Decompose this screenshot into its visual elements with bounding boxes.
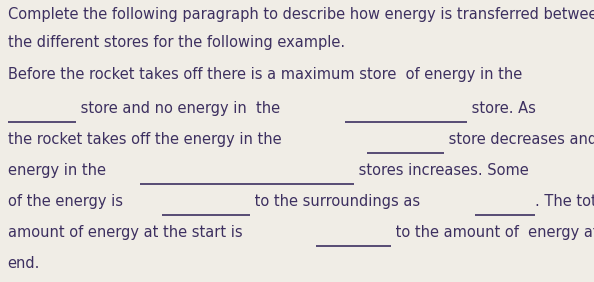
Text: store and no energy in  the: store and no energy in the <box>76 101 285 116</box>
Text: end.: end. <box>8 256 40 271</box>
Text: amount of energy at the start is: amount of energy at the start is <box>8 225 247 240</box>
Text: Before the rocket takes off there is a maximum store  of energy in the: Before the rocket takes off there is a m… <box>8 67 522 82</box>
Text: the different stores for the following example.: the different stores for the following e… <box>8 35 345 50</box>
Text: to the surroundings as: to the surroundings as <box>250 194 425 209</box>
Text: store decreases and the: store decreases and the <box>444 132 594 147</box>
Text: stores increases. Some: stores increases. Some <box>354 163 529 178</box>
Text: store. As: store. As <box>467 101 536 116</box>
Text: to the amount of  energy at the: to the amount of energy at the <box>391 225 594 240</box>
Text: energy in the: energy in the <box>8 163 110 178</box>
Text: the rocket takes off the energy in the: the rocket takes off the energy in the <box>8 132 286 147</box>
Text: of the energy is: of the energy is <box>8 194 127 209</box>
Text: Complete the following paragraph to describe how energy is transferred between: Complete the following paragraph to desc… <box>8 7 594 22</box>
Text: . The total: . The total <box>535 194 594 209</box>
